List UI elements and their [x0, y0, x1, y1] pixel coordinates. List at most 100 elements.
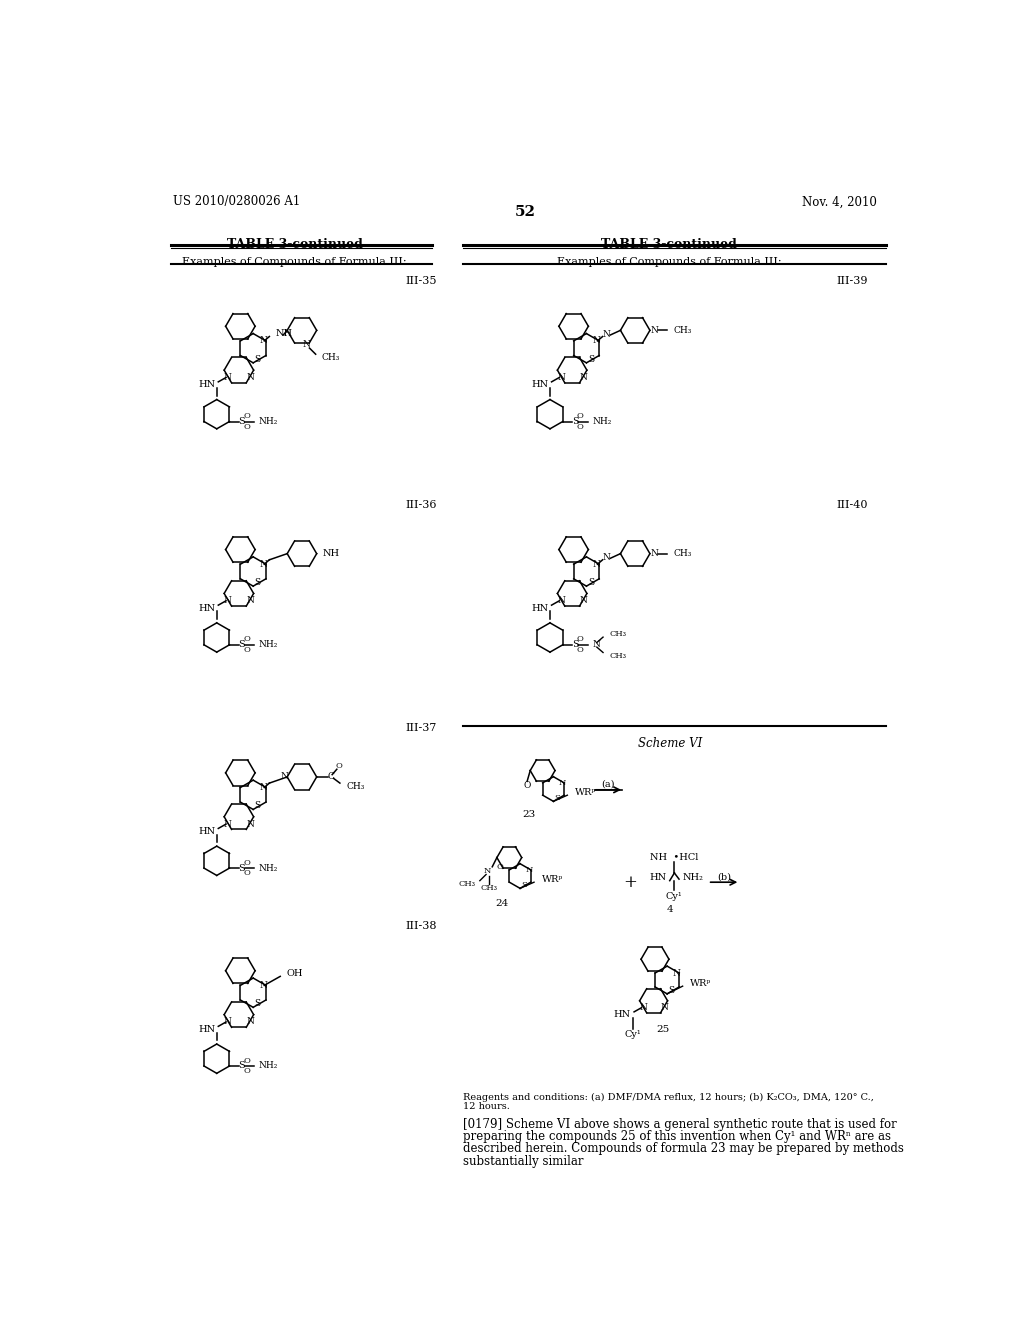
Text: S: S — [571, 640, 579, 649]
Text: TABLE 3-continued: TABLE 3-continued — [226, 238, 362, 251]
Text: CH₃: CH₃ — [673, 549, 691, 558]
Text: HN: HN — [198, 380, 215, 389]
Text: CH₃: CH₃ — [609, 630, 627, 638]
Text: WRᵖ: WRᵖ — [542, 875, 563, 883]
Text: CH₃: CH₃ — [458, 879, 475, 888]
Text: (a): (a) — [602, 780, 615, 789]
Text: CH₃: CH₃ — [346, 781, 365, 791]
Text: III-35: III-35 — [406, 276, 437, 286]
Text: NH₂: NH₂ — [259, 417, 279, 426]
Text: N: N — [602, 553, 610, 562]
Text: S: S — [669, 986, 675, 995]
Text: N: N — [246, 374, 254, 381]
Text: (b): (b) — [717, 873, 731, 882]
Text: HN: HN — [198, 1024, 215, 1034]
Text: III-37: III-37 — [406, 723, 437, 733]
Text: 24: 24 — [495, 899, 508, 908]
Text: N: N — [639, 1003, 647, 1012]
Text: S: S — [239, 417, 246, 426]
Text: CH₃: CH₃ — [480, 884, 498, 892]
Text: NH: NH — [323, 549, 340, 558]
Text: Cy¹: Cy¹ — [625, 1031, 641, 1039]
Text: HN: HN — [198, 603, 215, 612]
Text: O: O — [336, 762, 343, 770]
Text: III-36: III-36 — [406, 499, 437, 510]
Text: NH₂: NH₂ — [259, 640, 279, 649]
Text: N: N — [525, 866, 532, 874]
Text: US 2010/0280026 A1: US 2010/0280026 A1 — [173, 195, 300, 209]
Text: NH₂: NH₂ — [682, 873, 703, 882]
Text: 4: 4 — [667, 906, 673, 915]
Text: CH₃: CH₃ — [673, 326, 691, 335]
Text: N: N — [660, 1003, 668, 1012]
Text: N: N — [259, 560, 267, 569]
Text: HN: HN — [531, 380, 549, 389]
Text: S: S — [239, 1061, 246, 1071]
Text: C: C — [328, 772, 334, 781]
Text: substantially similar: substantially similar — [463, 1155, 584, 1168]
Text: N: N — [281, 772, 289, 781]
Text: N: N — [302, 341, 310, 350]
Text: N: N — [224, 1018, 231, 1027]
Text: S: S — [255, 578, 261, 587]
Text: O: O — [243, 412, 250, 420]
Text: S: S — [588, 578, 594, 587]
Text: Cy¹: Cy¹ — [666, 891, 683, 900]
Text: N: N — [650, 326, 658, 335]
Text: S: S — [571, 417, 579, 426]
Text: TABLE 3-continued: TABLE 3-continued — [601, 238, 737, 251]
Text: O: O — [577, 422, 584, 430]
Text: S: S — [255, 999, 261, 1008]
Text: S: S — [255, 355, 261, 364]
Text: +: + — [624, 874, 637, 891]
Text: OH: OH — [287, 969, 303, 978]
Text: WRᵖ: WRᵖ — [690, 978, 712, 987]
Text: HN: HN — [198, 828, 215, 836]
Text: N: N — [224, 820, 231, 829]
Text: 12 hours.: 12 hours. — [463, 1102, 510, 1111]
Text: S: S — [255, 801, 261, 810]
Text: N: N — [246, 1018, 254, 1027]
Text: O: O — [523, 781, 530, 791]
Text: O: O — [497, 863, 504, 871]
Text: 52: 52 — [514, 205, 536, 219]
Text: S: S — [239, 640, 246, 649]
Text: N: N — [593, 560, 601, 569]
Text: O: O — [243, 422, 250, 430]
Text: N: N — [224, 374, 231, 381]
Text: NH: NH — [275, 329, 293, 338]
Text: N: N — [580, 597, 587, 606]
Text: O: O — [243, 870, 250, 878]
Text: Nov. 4, 2010: Nov. 4, 2010 — [802, 195, 877, 209]
Text: N: N — [246, 820, 254, 829]
Text: S: S — [554, 795, 560, 803]
Text: O: O — [243, 1068, 250, 1076]
Text: 25: 25 — [656, 1024, 670, 1034]
Text: Reagents and conditions: (a) DMF/DMA reflux, 12 hours; (b) K₂CO₃, DMA, 120° C.,: Reagents and conditions: (a) DMF/DMA ref… — [463, 1093, 873, 1101]
Text: Scheme VI: Scheme VI — [638, 738, 702, 751]
Text: S: S — [588, 355, 594, 364]
Text: III-38: III-38 — [406, 921, 437, 931]
Text: [0179] Scheme VI above shows a general synthetic route that is used for: [0179] Scheme VI above shows a general s… — [463, 1118, 897, 1131]
Text: O: O — [577, 647, 584, 655]
Text: O: O — [243, 859, 250, 867]
Text: NH₂: NH₂ — [592, 417, 611, 426]
Text: NH  •HCl: NH •HCl — [650, 853, 698, 862]
Text: N: N — [557, 374, 565, 381]
Text: III-39: III-39 — [837, 276, 868, 286]
Text: N: N — [592, 640, 600, 649]
Text: described herein. Compounds of formula 23 may be prepared by methods: described herein. Compounds of formula 2… — [463, 1142, 903, 1155]
Text: O: O — [243, 1056, 250, 1065]
Text: N: N — [246, 597, 254, 606]
Text: Examples of Compounds of Formula III:: Examples of Compounds of Formula III: — [182, 257, 407, 267]
Text: N: N — [557, 597, 565, 606]
Text: N: N — [484, 867, 492, 875]
Text: N: N — [259, 981, 267, 990]
Text: HN: HN — [531, 603, 549, 612]
Text: III-40: III-40 — [837, 499, 868, 510]
Text: O: O — [243, 635, 250, 643]
Text: N: N — [558, 779, 566, 787]
Text: HN: HN — [649, 873, 667, 882]
Text: preparing the compounds 25 of this invention when Cy¹ and WRⁿ are as: preparing the compounds 25 of this inven… — [463, 1130, 891, 1143]
Text: NH₂: NH₂ — [259, 863, 279, 873]
